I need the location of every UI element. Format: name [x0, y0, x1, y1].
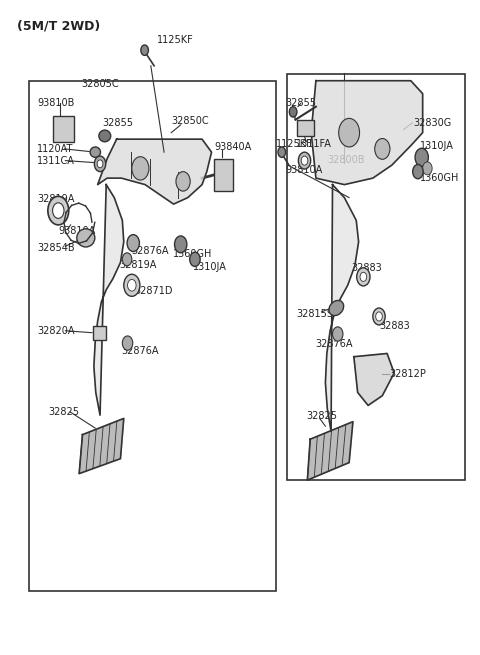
Bar: [53, 117, 74, 142]
Text: 1360GH: 1360GH: [173, 249, 212, 259]
Text: 32883: 32883: [351, 263, 382, 273]
Text: 93810B: 93810B: [37, 98, 74, 109]
Circle shape: [128, 280, 136, 291]
Circle shape: [122, 253, 132, 266]
Circle shape: [48, 196, 69, 225]
Bar: [297, 120, 313, 136]
Text: 32812P: 32812P: [389, 369, 426, 379]
Text: 32819A: 32819A: [119, 260, 156, 270]
Circle shape: [333, 327, 343, 341]
Text: 93810A: 93810A: [286, 164, 323, 175]
Text: 93810A: 93810A: [59, 227, 96, 236]
Polygon shape: [354, 354, 394, 405]
Text: 1310JA: 1310JA: [420, 141, 454, 151]
Text: 32876A: 32876A: [121, 346, 159, 356]
Circle shape: [357, 268, 370, 286]
Text: 1360GH: 1360GH: [420, 173, 460, 183]
Text: 1125KF: 1125KF: [276, 140, 312, 149]
Text: 32876A: 32876A: [131, 246, 168, 256]
Circle shape: [141, 45, 148, 56]
Circle shape: [423, 162, 432, 175]
Text: 32819A: 32819A: [37, 194, 74, 204]
Polygon shape: [94, 185, 124, 415]
Circle shape: [301, 156, 308, 165]
Circle shape: [190, 252, 200, 267]
Circle shape: [127, 234, 139, 252]
Text: (5M/T 2WD): (5M/T 2WD): [17, 19, 100, 32]
Polygon shape: [307, 422, 353, 480]
Text: 1125KF: 1125KF: [157, 35, 194, 45]
Bar: [214, 159, 233, 191]
Text: 32855: 32855: [286, 98, 316, 109]
Circle shape: [415, 148, 428, 166]
Text: 1311FA: 1311FA: [296, 139, 331, 149]
Ellipse shape: [99, 130, 111, 141]
Text: 32876A: 32876A: [315, 339, 352, 348]
Text: 1120AT: 1120AT: [37, 144, 73, 154]
Text: 32830G: 32830G: [413, 118, 451, 128]
Text: 32805C: 32805C: [81, 79, 119, 89]
Text: 32820A: 32820A: [37, 326, 74, 336]
Circle shape: [360, 272, 367, 282]
Ellipse shape: [90, 147, 100, 157]
Circle shape: [289, 107, 297, 117]
Circle shape: [278, 147, 286, 157]
Circle shape: [124, 274, 140, 296]
Circle shape: [176, 172, 190, 191]
Text: 93840A: 93840A: [214, 142, 251, 152]
Bar: [29, 81, 276, 591]
Ellipse shape: [77, 229, 95, 247]
Text: 32871D: 32871D: [135, 286, 173, 296]
Text: 32825: 32825: [306, 411, 337, 421]
Bar: [93, 326, 106, 341]
Circle shape: [132, 157, 149, 180]
Polygon shape: [79, 419, 124, 474]
Circle shape: [299, 152, 311, 169]
Text: 32825: 32825: [48, 407, 79, 417]
Text: 32854B: 32854B: [37, 243, 74, 253]
Circle shape: [375, 138, 390, 159]
Text: 32855: 32855: [102, 118, 133, 128]
Ellipse shape: [329, 301, 344, 316]
Text: 1311CA: 1311CA: [37, 156, 75, 166]
Circle shape: [376, 312, 383, 321]
Circle shape: [97, 160, 103, 168]
Circle shape: [122, 336, 133, 350]
Polygon shape: [311, 81, 423, 185]
Polygon shape: [325, 185, 359, 432]
Bar: [288, 74, 466, 480]
Polygon shape: [97, 139, 212, 204]
Text: 1310JA: 1310JA: [192, 262, 227, 272]
Text: 32800B: 32800B: [328, 155, 365, 165]
Text: 32850C: 32850C: [171, 116, 209, 126]
Text: 32883: 32883: [379, 321, 410, 331]
Circle shape: [95, 156, 106, 172]
Circle shape: [339, 119, 360, 147]
Text: 32815S: 32815S: [296, 309, 333, 319]
Circle shape: [53, 203, 64, 218]
Circle shape: [175, 236, 187, 253]
Circle shape: [413, 164, 423, 179]
Circle shape: [373, 308, 385, 325]
